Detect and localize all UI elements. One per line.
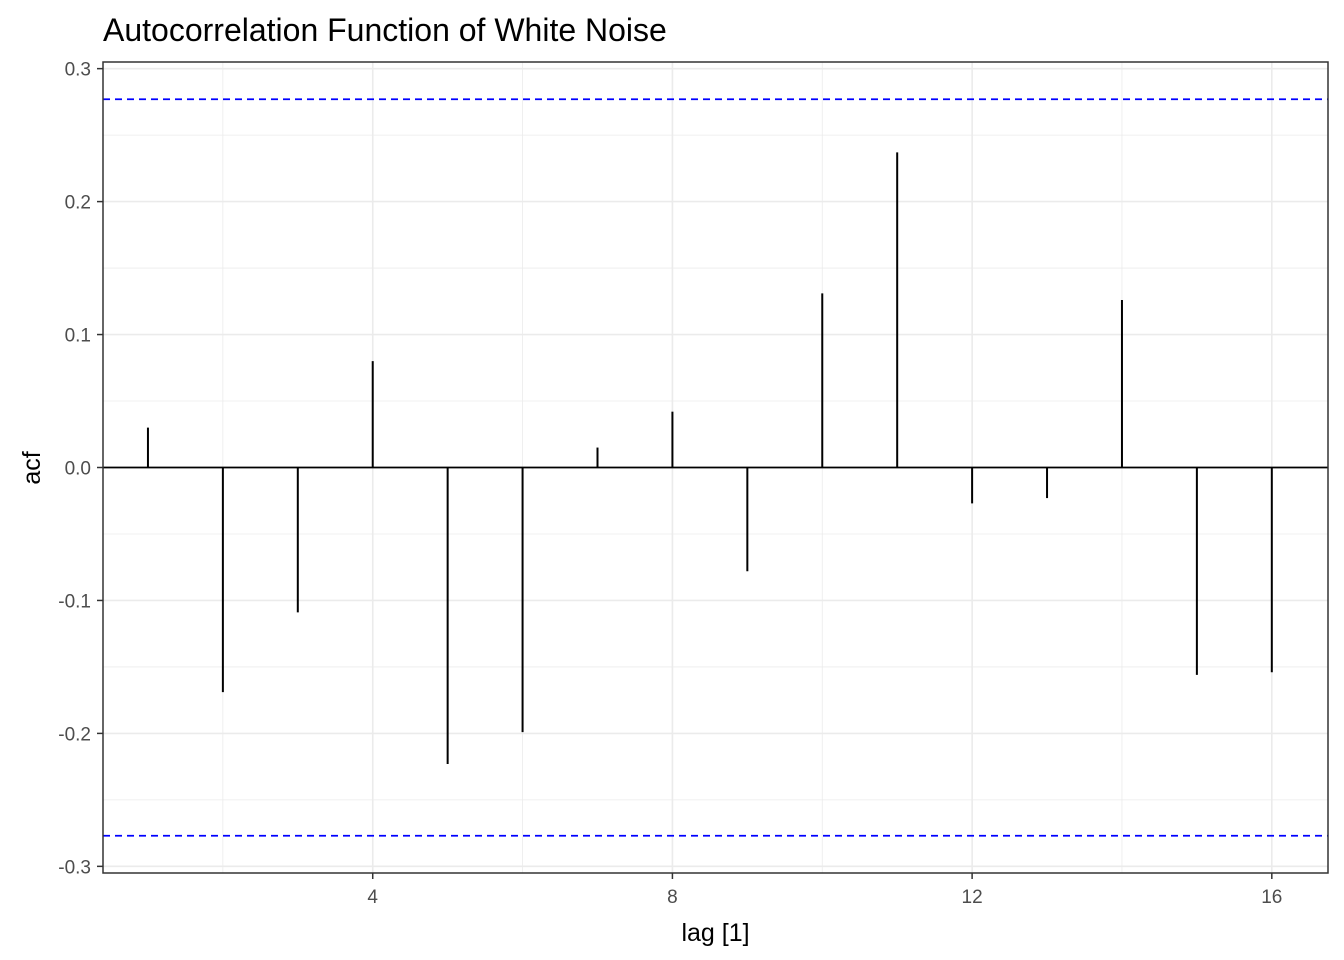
x-axis: 4 8 12 16	[367, 873, 1282, 908]
confidence-bounds	[103, 98, 1328, 837]
y-tick-label: 0.1	[65, 326, 91, 347]
y-tick-label: -0.2	[58, 724, 91, 745]
y-tick-label: 0.3	[65, 60, 91, 81]
y-axis: -0.3 -0.2 -0.1 0.0 0.1 0.2 0.3	[58, 60, 103, 878]
y-tick-label: -0.1	[58, 591, 91, 612]
x-tick-label: 12	[962, 887, 983, 908]
y-tick-label: 0.0	[65, 459, 91, 480]
y-tick-label: -0.3	[58, 857, 91, 878]
acf-bars	[146, 152, 1273, 764]
y-tick-label: 0.2	[65, 193, 91, 214]
x-axis-title: lag [1]	[681, 919, 749, 947]
x-tick-label: 8	[667, 887, 678, 908]
x-tick-label: 16	[1261, 887, 1282, 908]
chart-title: Autocorrelation Function of White Noise	[103, 12, 667, 48]
y-axis-title: acf	[18, 451, 46, 484]
x-tick-label: 4	[367, 887, 378, 908]
